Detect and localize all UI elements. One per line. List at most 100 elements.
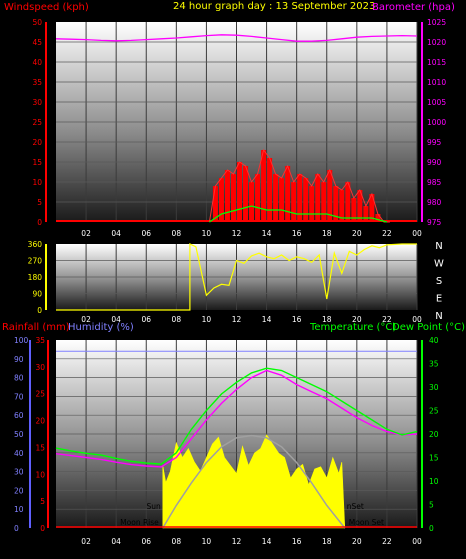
barometer-tick: 1015 — [427, 58, 446, 67]
wind-gust-bar — [369, 194, 375, 222]
wind-gust-bar — [243, 166, 249, 222]
barometer-line — [55, 34, 418, 42]
temp-x-tick: 04 — [111, 537, 121, 546]
temp-x-tick: 14 — [262, 537, 272, 546]
windspeed-tick: 5 — [37, 198, 42, 207]
direction-x-tick: 04 — [111, 315, 121, 324]
temperature-line — [55, 367, 418, 465]
temp-x-tick: 02 — [81, 537, 91, 546]
wind-gust-bar — [267, 158, 273, 222]
wind-x-tick: 12 — [232, 229, 242, 238]
wind-x-tick: 20 — [352, 229, 362, 238]
temperature-tick: 10 — [429, 477, 439, 486]
direction-x-tick: 12 — [232, 315, 242, 324]
rainfall-tick: 0 — [40, 524, 45, 533]
wind-gust-bar — [297, 174, 303, 222]
wind-gust-bar — [230, 174, 236, 222]
wind-x-tick: 02 — [81, 229, 91, 238]
temperature-tick: 5 — [429, 501, 434, 510]
dewpoint-line — [55, 369, 418, 468]
humidity-tick: 0 — [14, 524, 19, 533]
barometer-tick: 990 — [427, 158, 442, 167]
humidity-tick: 90 — [14, 355, 24, 364]
barometer-tick: 985 — [427, 178, 442, 187]
barometer-tick: 1010 — [427, 78, 446, 87]
direction-tick: 360 — [28, 240, 43, 249]
direction-x-tick: 08 — [172, 315, 182, 324]
humidity-tick: 100 — [14, 336, 29, 345]
rainfall-tick: 15 — [35, 443, 45, 452]
wind-gust-bar — [351, 198, 357, 222]
wind-gust-bar — [224, 170, 230, 222]
direction-tick: 0 — [37, 306, 42, 315]
barometer-label: Barometer (hpa) — [372, 2, 455, 13]
rainfall-tick: 25 — [35, 390, 45, 399]
windspeed-tick: 50 — [32, 18, 42, 27]
barometer-tick: 1025 — [427, 18, 446, 27]
wind-gust-bar — [375, 214, 381, 222]
direction-tick: 270 — [28, 257, 43, 266]
barometer-tick: 975 — [427, 218, 442, 227]
direction-tick: 90 — [32, 290, 42, 299]
wind-gust-bar — [345, 182, 351, 222]
wind-gust-bar — [357, 190, 363, 222]
windspeed-tick: 10 — [32, 178, 42, 187]
barometer-tick: 1020 — [427, 38, 446, 47]
temperature-tick: 0 — [429, 524, 434, 533]
temperature-tick: 20 — [429, 430, 439, 439]
wind-gust-bar — [291, 182, 297, 222]
direction-x-tick: 00 — [412, 315, 422, 324]
wind-x-tick: 08 — [172, 229, 182, 238]
temp-x-tick: 18 — [322, 537, 332, 546]
solar-area — [162, 434, 346, 529]
wind-gust-bar — [279, 178, 285, 222]
wind-x-tick: 18 — [322, 229, 332, 238]
windspeed-tick: 0 — [37, 218, 42, 227]
sun-elevation-curve — [162, 434, 346, 529]
temp-x-tick: 10 — [202, 537, 212, 546]
temperature-tick: 35 — [429, 360, 439, 369]
temperature-tick: 30 — [429, 383, 439, 392]
rainfall-tick: 30 — [35, 363, 45, 372]
wind-x-tick: 04 — [111, 229, 121, 238]
direction-x-tick: 10 — [202, 315, 212, 324]
wind-gust-bar — [249, 182, 255, 222]
direction-x-tick: 20 — [352, 315, 362, 324]
direction-tick: 180 — [28, 273, 43, 282]
rainfall-tick: 35 — [35, 336, 45, 345]
compass-label: S — [436, 276, 442, 287]
humidity-tick: 10 — [14, 505, 24, 514]
temperature-label: Temperature (°C) — [309, 322, 396, 333]
wind-gust-bar — [237, 162, 243, 222]
barometer-tick: 1000 — [427, 118, 446, 127]
compass-label: E — [436, 294, 442, 305]
wind-gust-bar — [273, 174, 279, 222]
temperature-tick: 40 — [429, 336, 439, 345]
humidity-label: Humidity (%) — [68, 322, 134, 333]
temp-x-tick: 00 — [412, 537, 422, 546]
sunrise-label: Sun — [147, 502, 162, 511]
windspeed-line — [208, 148, 390, 223]
average-wind-line — [209, 205, 388, 223]
temp-x-tick: 08 — [172, 537, 182, 546]
windspeed-tick: 45 — [32, 38, 42, 47]
compass-label: W — [434, 259, 444, 270]
wind-gust-bar — [303, 178, 309, 222]
compass-label: N — [435, 311, 442, 322]
wind-x-tick: 06 — [141, 229, 151, 238]
graph-title: 24 hour graph day : 13 September 2023 — [173, 1, 375, 12]
windspeed-tick: 20 — [32, 138, 42, 147]
direction-x-tick: 02 — [81, 315, 91, 324]
rainfall-tick: 20 — [35, 417, 45, 426]
temp-x-tick: 06 — [141, 537, 151, 546]
temp-x-tick: 12 — [232, 537, 242, 546]
rainfall-tick: 5 — [40, 497, 45, 506]
dewpoint-label: Dew Point (°C) — [392, 322, 465, 333]
wind-gust-bar — [285, 166, 291, 222]
temp-x-tick: 22 — [382, 537, 392, 546]
wind-x-tick: 16 — [292, 229, 302, 238]
wind-x-tick: 22 — [382, 229, 392, 238]
moonrise-label: Moon Rise — [120, 518, 159, 527]
